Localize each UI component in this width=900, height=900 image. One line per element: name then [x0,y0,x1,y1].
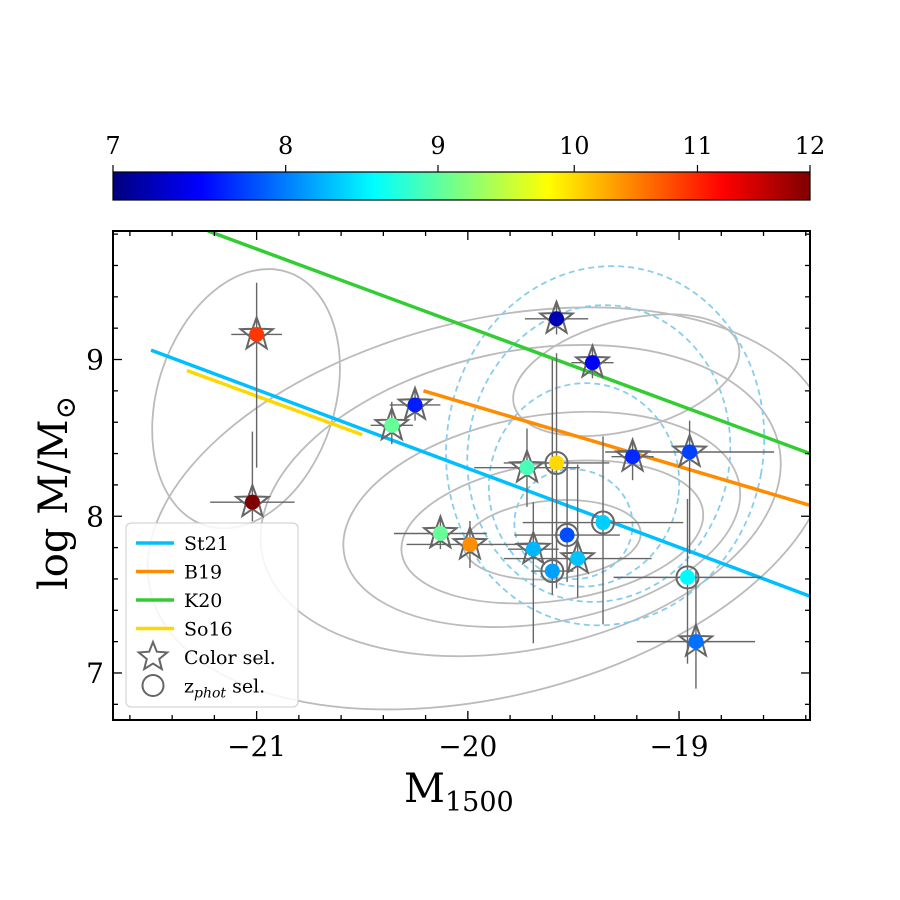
data-points [233,298,715,658]
zphot-sel-circle-marker [540,559,565,584]
colorbar-tick-label: 11 [682,132,713,160]
zphot-sel-circle-marker [544,450,569,475]
point-color-fill [407,397,423,413]
point-color-fill [679,569,695,585]
relation-line-so16 [186,368,363,437]
relation-line-k20 [207,231,810,456]
colorbar-tick-label: 7 [105,132,120,160]
point-color-fill [249,326,265,342]
point-color-fill [549,311,565,327]
y-tick-label: 9 [86,344,104,377]
relation-line-st21 [150,348,810,598]
colorbar-ticks: 7 8 9 10 11 12 [105,132,825,172]
legend-label: Color sel. [184,647,276,669]
point-color-fill [519,460,535,476]
x-tick-label: −20 [438,730,497,763]
legend-box [125,522,299,708]
point-color-fill [595,515,611,531]
legend-circle-icon [141,674,165,697]
x-tick-label: −19 [650,730,709,763]
contour-solid [512,313,741,438]
point-color-fill [559,527,575,543]
point-color-fill [682,444,698,460]
zphot-sel-circle-marker [591,510,616,535]
colorbar-tick-label: 10 [559,132,590,160]
point-color-fill [584,355,600,371]
colorbar-tick-label: 12 [795,132,826,160]
x-tick-label: −21 [227,730,286,763]
legend: St21 B19 K20 So16 Color sel. zphot sel. [125,522,299,708]
point-color-fill [570,551,586,567]
colorbar-tick-label: 8 [278,132,293,160]
y-tick-label: 7 [86,657,104,690]
point-color-fill [432,525,448,541]
point-color-fill [384,417,400,433]
contour-dashed [445,265,766,627]
y-axis-title: log M/M⊙ [31,396,82,590]
point-color-fill [244,494,260,510]
y-tick-label: 8 [86,500,104,533]
legend-star-icon [136,639,170,672]
colorbar-tick-label: 9 [430,132,445,160]
point-color-fill [549,455,565,471]
point-color-fill [462,536,478,552]
legend-label: B19 [184,562,222,584]
point-color-fill [688,634,704,650]
x-axis-title: M1500 [404,766,514,818]
zphot-sel-circle-marker [675,565,700,590]
plot-area: −21 −20 −19 7 8 9 [86,230,811,763]
colorbar-gradient [112,171,811,201]
point-color-fill [625,449,641,465]
axis-ticks: −21 −20 −19 7 8 9 [86,231,810,763]
contour-dashed [466,304,732,603]
legend-label: St21 [184,533,229,555]
contour-dashed [487,382,681,588]
colorbar: 7 8 9 10 11 12 [105,132,825,201]
point-color-fill [544,563,560,579]
relation-lines [150,231,810,598]
plot-frame [112,230,811,721]
zphot-sel-circle-marker [555,523,580,548]
relation-line-b19 [422,389,810,507]
legend-label: So16 [184,619,233,641]
point-color-fill [525,541,541,557]
legend-label: zphot sel. [184,676,265,702]
legend-label: K20 [184,590,222,612]
